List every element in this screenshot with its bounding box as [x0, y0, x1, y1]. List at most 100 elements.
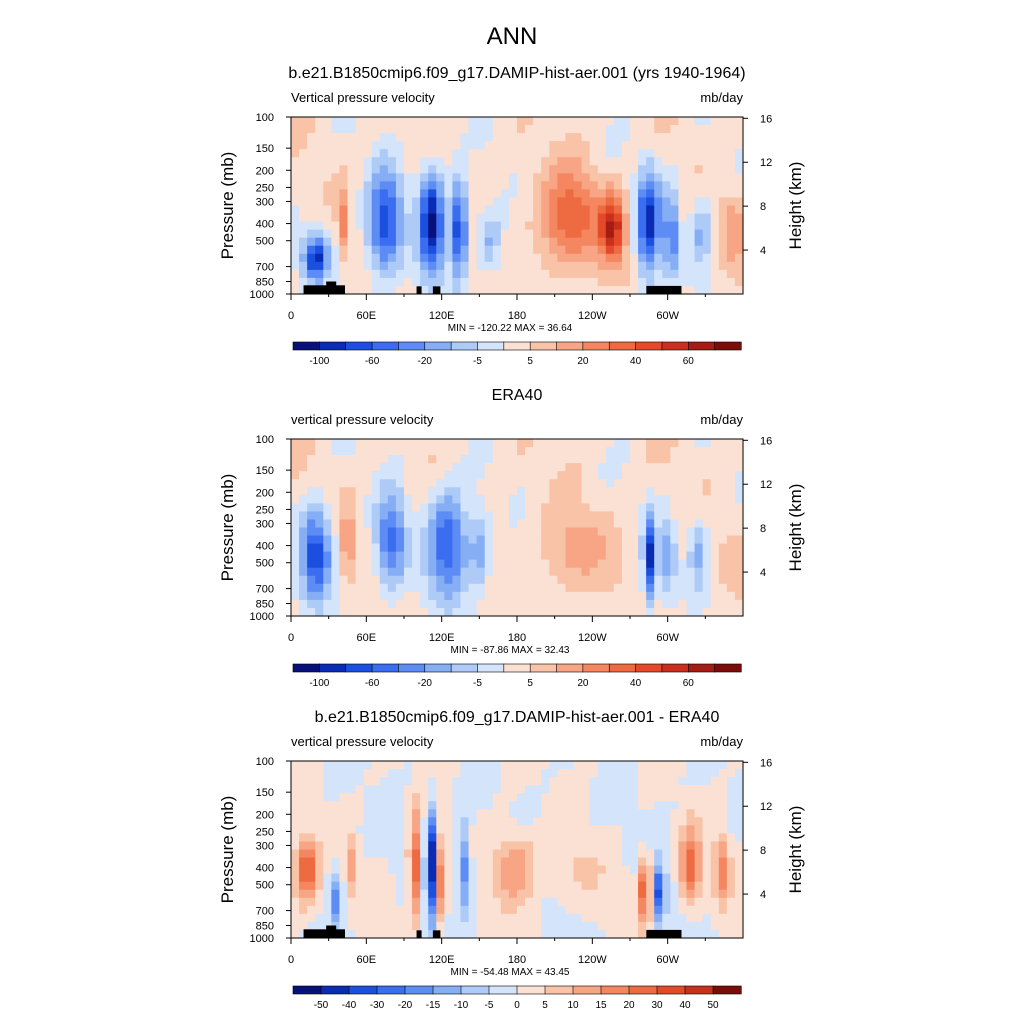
field-cell: [734, 511, 744, 521]
field-cell: [621, 849, 631, 859]
field-cell: [355, 897, 365, 907]
field-cell: [412, 149, 421, 158]
field-cell: [323, 607, 332, 617]
field-cell: [331, 149, 341, 158]
field-cell: [363, 495, 373, 504]
field-cell: [621, 519, 631, 529]
field-cell: [347, 567, 357, 577]
field-cell: [710, 495, 720, 504]
field-cell: [428, 141, 437, 150]
field-cell: [492, 801, 502, 810]
field-cell: [533, 761, 542, 770]
field-cell: [662, 913, 671, 923]
field-cell: [557, 181, 567, 191]
field-cell: [331, 439, 341, 448]
field-cell: [404, 471, 413, 480]
field-cell: [613, 269, 623, 279]
field-cell: [428, 567, 437, 577]
field-cell: [646, 117, 655, 126]
field-cell: [299, 801, 308, 810]
colorbar-label: -60: [365, 678, 380, 689]
field-cell: [307, 849, 316, 859]
colorbar-label: 5: [527, 356, 533, 367]
field-cell: [452, 157, 462, 166]
field-cell: [605, 889, 615, 899]
field-cell: [541, 455, 550, 464]
colorbar-label: 20: [623, 1000, 635, 1011]
field-cell: [541, 253, 550, 263]
field-cell: [565, 455, 575, 464]
field-cell: [678, 117, 688, 126]
field-cell: [363, 149, 373, 158]
field-cell: [646, 213, 655, 223]
field-cell: [484, 929, 494, 939]
field-cell: [355, 455, 365, 464]
field-cell: [613, 881, 623, 891]
field-cell: [460, 503, 470, 513]
field-cell: [718, 535, 728, 545]
field-cell: [355, 873, 365, 883]
field-cell: [581, 785, 591, 794]
colorbar-label: -5: [485, 1000, 494, 1011]
field-cell: [379, 261, 389, 271]
field-cell: [339, 857, 349, 867]
field-cell: [654, 849, 663, 859]
field-cell: [621, 607, 631, 617]
field-cell: [621, 833, 631, 843]
field-cell: [734, 503, 744, 513]
field-cell: [307, 165, 316, 174]
field-cell: [492, 913, 502, 923]
field-cell: [508, 913, 518, 923]
field-cell: [339, 567, 349, 577]
field-cell: [404, 567, 413, 577]
field-cell: [702, 439, 712, 448]
field-cell: [436, 761, 445, 770]
field-cell: [428, 591, 437, 601]
field-cell: [597, 575, 607, 585]
field-cell: [468, 471, 478, 480]
field-cell: [500, 471, 510, 480]
field-cell: [307, 471, 316, 480]
field-cell: [420, 125, 429, 134]
field-cell: [468, 277, 478, 287]
field-cell: [654, 607, 663, 617]
field-cell: [307, 583, 316, 593]
x-tick-label: 120W: [578, 632, 607, 644]
field-cell: [613, 761, 623, 770]
field-cell: [371, 229, 381, 239]
field-cell: [476, 173, 486, 182]
field-cell: [299, 825, 308, 835]
field-cell: [597, 253, 607, 263]
field-cell: [605, 447, 615, 456]
field-cell: [670, 897, 680, 907]
field-cell: [315, 463, 324, 472]
field-cell: [525, 165, 534, 174]
field-cell: [557, 905, 567, 915]
field-cell: [565, 165, 575, 174]
field-cell: [476, 213, 486, 223]
field-cell: [525, 865, 534, 875]
field-cell: [710, 817, 720, 826]
field-cell: [452, 487, 462, 496]
field-cell: [517, 607, 526, 617]
field-cell: [621, 269, 631, 279]
field-cell: [347, 221, 357, 231]
field-cell: [299, 551, 308, 561]
field-cell: [565, 463, 575, 472]
field-cell: [307, 599, 316, 609]
field-cell: [371, 181, 381, 191]
field-cell: [597, 479, 607, 488]
field-cell: [404, 849, 413, 859]
field-cell: [291, 277, 300, 287]
field-cell: [589, 221, 599, 231]
field-cell: [646, 761, 655, 770]
field-cell: [630, 213, 639, 223]
field-cell: [331, 253, 341, 263]
field-cell: [662, 599, 671, 609]
field-cell: [379, 881, 389, 891]
field-cell: [694, 905, 704, 915]
field-cell: [363, 133, 373, 142]
field-cell: [541, 897, 550, 907]
field-cell: [686, 833, 696, 843]
field-cell: [565, 599, 575, 609]
